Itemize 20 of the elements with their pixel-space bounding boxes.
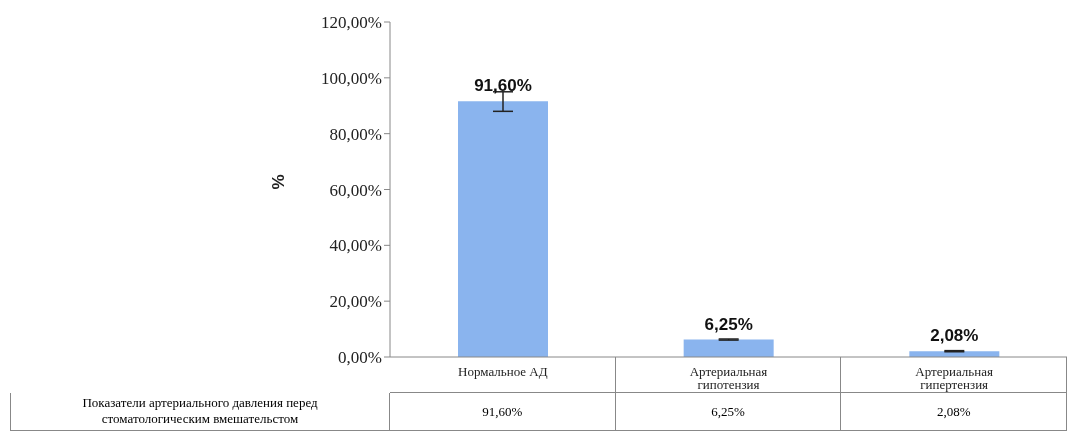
- text: 6,25%: [704, 314, 753, 334]
- bar: [683, 339, 774, 357]
- y-axis-title: %: [269, 174, 289, 190]
- y-tick-label: 120,00%: [321, 13, 382, 33]
- y-tick-label: 40,00%: [329, 236, 382, 256]
- y-tick-label: 100,00%: [321, 68, 382, 88]
- data-label: 2,08%: [841, 393, 1068, 431]
- text: 91,60%: [474, 76, 532, 96]
- x-tick-label: Артериальная гипертензия: [915, 364, 993, 393]
- text: Показатели артериального давления перед стоматологическим вмешательстом: [10, 393, 390, 431]
- x-tick-label: Нормальное АД: [458, 364, 548, 380]
- data-label: 6,25%: [615, 393, 842, 431]
- text: 2,08%: [930, 326, 979, 346]
- y-tick-label: 60,00%: [329, 180, 382, 200]
- y-tick-label: 80,00%: [329, 124, 382, 144]
- data-label: 91,60%: [390, 393, 616, 431]
- y-tick-label: 0,00%: [338, 348, 382, 368]
- bar: [458, 101, 548, 357]
- x-tick-label: Артериальная гипотензия: [689, 364, 768, 393]
- y-tick-label: 20,00%: [329, 292, 382, 312]
